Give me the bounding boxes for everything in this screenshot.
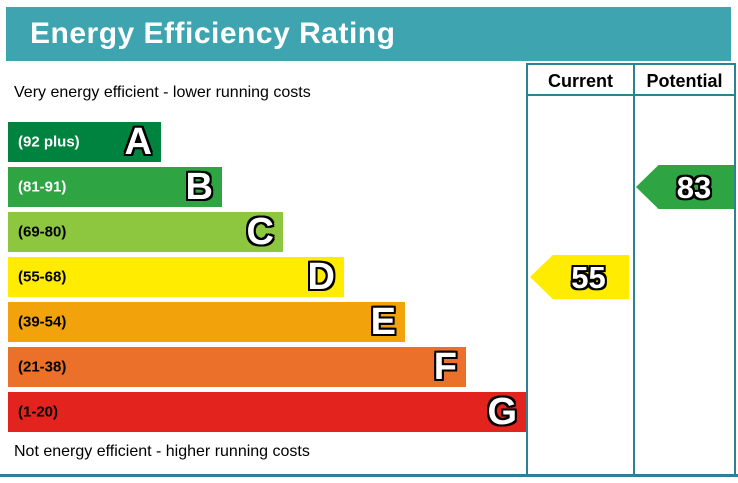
rating-band-f: (21-38) F xyxy=(8,347,466,387)
band-letter: G xyxy=(487,391,517,433)
top-note: Very energy efficient - lower running co… xyxy=(14,84,311,101)
band-letter: C xyxy=(246,211,274,253)
table-top-border xyxy=(526,63,736,65)
current-column-left-border xyxy=(526,63,528,477)
band-letter: A xyxy=(124,121,152,163)
band-letter: F xyxy=(433,346,457,388)
column-divider xyxy=(633,63,635,477)
chart-title-banner: Energy Efficiency Rating xyxy=(6,7,731,61)
band-range-label: (81-91) xyxy=(18,178,67,196)
band-range-label: (92 plus) xyxy=(18,133,80,151)
potential-column-header: Potential xyxy=(646,71,723,91)
rating-band-b: (81-91) B xyxy=(8,167,222,207)
current-column-header: Current xyxy=(547,71,613,91)
rating-band-g: (1-20) G xyxy=(8,392,526,432)
band-letter: B xyxy=(185,166,213,208)
band-range-label: (21-38) xyxy=(18,358,67,376)
chart-title: Energy Efficiency Rating xyxy=(30,17,396,50)
rating-band-e: (39-54) E xyxy=(8,302,405,342)
band-range-label: (1-20) xyxy=(18,403,59,421)
band-range-label: (69-80) xyxy=(18,223,67,241)
bottom-note: Not energy efficient - higher running co… xyxy=(14,443,310,460)
band-range-label: (39-54) xyxy=(18,313,67,331)
column-header-underline xyxy=(526,94,736,96)
potential-rating-arrow: 83 xyxy=(636,165,734,209)
rating-band-c: (69-80) C xyxy=(8,212,283,252)
band-letter: E xyxy=(370,301,396,343)
table-bottom-border xyxy=(0,474,738,477)
current-rating-value: 55 xyxy=(571,259,606,295)
table-right-border xyxy=(734,63,736,477)
potential-rating-value: 83 xyxy=(676,169,712,205)
rating-band-d: (55-68) D xyxy=(8,257,344,297)
band-letter: D xyxy=(307,256,335,298)
band-range-label: (55-68) xyxy=(18,268,67,286)
rating-band-a: (92 plus) A xyxy=(8,122,161,162)
current-rating-arrow: 55 xyxy=(530,255,629,299)
